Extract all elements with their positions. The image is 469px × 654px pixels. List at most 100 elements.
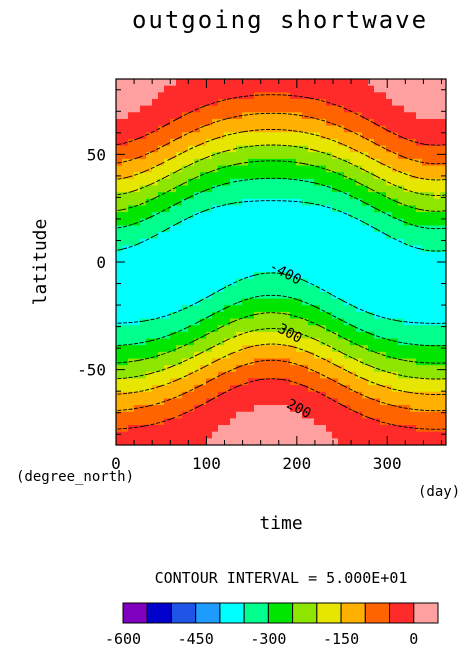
contour-cell (416, 185, 423, 193)
contour-cell (428, 218, 435, 226)
contour-cell (218, 431, 225, 439)
contour-cell (308, 311, 315, 320)
contour-cell (308, 252, 315, 260)
colorbar-label: -150 (323, 630, 359, 648)
contour-cell (290, 125, 297, 133)
contour-cell (344, 225, 351, 233)
contour-cell (440, 252, 447, 260)
contour-cell (218, 138, 225, 147)
contour-cell (200, 291, 207, 300)
contour-cell (122, 285, 129, 293)
contour-cell (434, 365, 441, 373)
contour-cell (392, 358, 399, 366)
contour-cell (134, 271, 141, 280)
contour-cell (230, 252, 237, 260)
contour-cell (212, 331, 219, 340)
contour-cell (338, 152, 345, 160)
contour-cell (356, 138, 363, 147)
contour-cell (254, 158, 261, 166)
contour-cell (152, 438, 159, 446)
contour-cell (272, 158, 279, 166)
contour-cell (386, 165, 393, 173)
contour-cell (128, 365, 135, 373)
contour-cell (188, 152, 195, 160)
contour-cell (440, 178, 447, 186)
contour-cell (218, 79, 225, 87)
contour-cell (338, 358, 345, 366)
contour-cell (356, 92, 363, 100)
contour-cell (350, 225, 357, 233)
contour-cell (146, 118, 153, 127)
contour-cell (320, 358, 327, 366)
contour-cell (194, 438, 201, 446)
contour-cell (302, 92, 309, 100)
contour-cell (368, 192, 375, 200)
contour-cell (374, 345, 381, 353)
contour-cell (308, 331, 315, 340)
contour-cell (284, 338, 291, 346)
contour-cell (368, 305, 375, 313)
contour-cell (284, 438, 291, 446)
contour-cell (320, 291, 327, 300)
contour-cell (164, 378, 171, 386)
contour-cell (188, 305, 195, 313)
contour-cell (242, 278, 249, 286)
contour-cell (236, 92, 243, 100)
contour-cell (314, 105, 321, 113)
colorbar-swatch (364, 602, 391, 624)
contour-cell (128, 291, 135, 300)
contour-cell (284, 105, 291, 113)
contour-cell (272, 165, 279, 173)
contour-cell (272, 145, 279, 153)
contour-cell (278, 378, 285, 386)
contour-cell (302, 318, 309, 326)
contour-cell (218, 265, 225, 273)
contour-cell (278, 365, 285, 373)
contour-cell (404, 338, 411, 346)
contour-cell (410, 172, 417, 180)
contour-cell (272, 431, 279, 439)
contour-cell (290, 425, 297, 433)
contour-cell (374, 271, 381, 280)
contour-cell (140, 331, 147, 340)
contour-cell (344, 98, 351, 107)
contour-cell (278, 371, 285, 379)
contour-cell (140, 391, 147, 399)
contour-cell (170, 411, 177, 419)
contour-cell (404, 311, 411, 320)
contour-cell (116, 298, 123, 306)
contour-cell (230, 398, 237, 406)
contour-cell (230, 192, 237, 200)
contour-cell (362, 418, 369, 426)
contour-cell (392, 192, 399, 200)
contour-cell (188, 358, 195, 366)
contour-cell (158, 298, 165, 306)
contour-cell (296, 278, 303, 286)
contour-cell (320, 232, 327, 240)
contour-cell (404, 438, 411, 446)
contour-cell (206, 285, 213, 293)
contour-cell (194, 132, 201, 140)
contour-cell (254, 305, 261, 313)
contour-cell (398, 305, 405, 313)
contour-cell (332, 438, 339, 446)
contour-cell (314, 252, 321, 260)
contour-cell (422, 338, 429, 346)
contour-cell (278, 305, 285, 313)
contour-cell (224, 238, 231, 246)
contour-cell (128, 371, 135, 379)
contour-cell (302, 192, 309, 200)
contour-cell (134, 145, 141, 153)
contour-cell (284, 218, 291, 226)
contour-cell (308, 258, 315, 266)
contour-cell (248, 438, 255, 446)
contour-cell (266, 225, 273, 233)
contour-cell (152, 431, 159, 439)
contour-cell (254, 271, 261, 280)
contour-cell (224, 192, 231, 200)
contour-cell (326, 198, 333, 206)
contour-cell (416, 98, 423, 107)
contour-cell (152, 79, 159, 87)
contour-cell (416, 285, 423, 293)
contour-cell (278, 438, 285, 446)
